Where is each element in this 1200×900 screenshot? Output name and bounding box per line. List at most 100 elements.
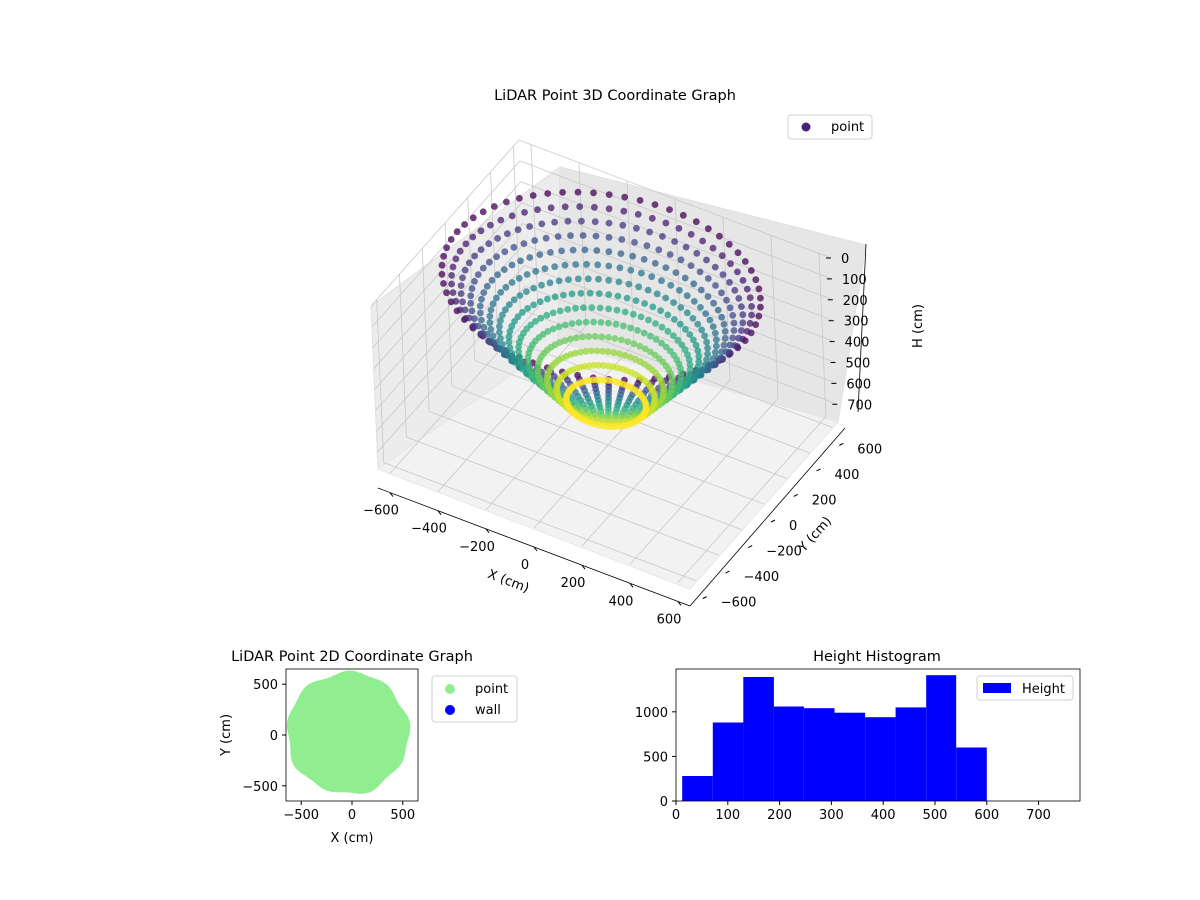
point-3d <box>499 341 506 348</box>
histogram-bar <box>743 677 774 801</box>
point-3d <box>610 349 618 356</box>
point-3d <box>703 338 710 346</box>
point-3d <box>676 286 683 294</box>
point-3d <box>658 323 666 331</box>
point-3d <box>572 261 580 268</box>
point-3d <box>723 296 730 304</box>
point-3d <box>508 279 516 286</box>
histogram-bar <box>712 722 744 801</box>
point-3d <box>629 252 637 260</box>
point-3d <box>694 320 702 328</box>
point-3d <box>651 259 659 267</box>
grid-line-z <box>519 160 833 280</box>
point-3d <box>478 316 485 324</box>
point-3d <box>587 347 595 355</box>
axes-frame-histogram <box>675 668 1081 802</box>
point-3d <box>448 280 455 288</box>
grid-line-y-wall <box>490 171 498 335</box>
x-tick-label-3d: −200 <box>459 540 495 555</box>
point-3d <box>627 266 635 274</box>
point-3d <box>683 292 691 300</box>
point-3d <box>532 267 540 275</box>
legend-label-height: Height <box>1022 682 1065 697</box>
point-3d <box>544 190 552 197</box>
point-3d <box>643 242 651 250</box>
point-3d <box>468 307 476 315</box>
point-3d <box>726 341 734 349</box>
point-3d <box>655 246 663 254</box>
point-3d <box>675 225 683 232</box>
point-3d <box>544 328 552 335</box>
point-3d <box>704 225 712 233</box>
point-3d <box>632 297 640 304</box>
point-3d <box>627 324 634 332</box>
point-3d <box>730 319 738 327</box>
point-3d <box>567 335 574 343</box>
point-3d <box>480 289 488 296</box>
histogram-bar <box>956 747 987 801</box>
histogram-ticks: 0 100 200 300 400 500 600 700 0 500 1000 <box>635 706 1051 823</box>
point-3d <box>746 294 754 302</box>
point-3d <box>591 203 598 211</box>
x-tick-label-2d: 0 <box>348 808 356 823</box>
point-3d <box>471 315 478 322</box>
point-3d <box>560 291 567 299</box>
point-3d <box>538 281 545 289</box>
point-3d <box>572 304 579 312</box>
point-3d <box>514 313 522 321</box>
point-3d <box>621 193 629 201</box>
point-3d <box>590 318 597 326</box>
point-cloud-2d <box>287 670 411 794</box>
point-3d <box>501 248 509 256</box>
legend-3d: point <box>787 114 873 140</box>
y-tick-3d <box>770 519 776 523</box>
y-tick-label-3d: 0 <box>789 519 797 534</box>
point-3d <box>710 299 717 307</box>
point-3d <box>593 247 601 254</box>
point-3d <box>519 309 526 316</box>
point-3d <box>449 263 457 271</box>
point-3d <box>662 343 670 351</box>
x-tick-label-3d: 600 <box>657 612 682 627</box>
point-3d <box>561 337 569 344</box>
point-3d <box>582 318 590 326</box>
point-3d <box>583 260 590 268</box>
x-tick-3d <box>485 528 490 534</box>
point-3d <box>738 303 745 310</box>
point-3d <box>499 311 506 319</box>
point-3d <box>605 248 613 256</box>
y-tick-label-histogram: 0 <box>660 795 668 810</box>
z-tick-label-3d: 300 <box>844 315 869 330</box>
x-tick-label-2d: −500 <box>283 808 319 823</box>
point-3d <box>532 318 539 325</box>
y-tick-3d <box>702 596 707 600</box>
y-axis-line-3d <box>689 427 846 607</box>
point-3d <box>453 228 461 236</box>
point-3d <box>605 334 612 341</box>
point-3d <box>755 312 763 320</box>
y-tick-label-3d: 400 <box>835 468 860 483</box>
histogram-bar <box>926 675 957 801</box>
point-3d <box>725 240 733 248</box>
point-3d <box>605 191 613 199</box>
point-3d <box>508 261 516 269</box>
point-3d <box>613 306 621 314</box>
point-3d <box>564 217 572 225</box>
point-3d <box>561 203 569 211</box>
point-3d <box>479 208 487 216</box>
point-3d <box>647 332 654 340</box>
point-3d <box>590 361 598 369</box>
point-3d <box>712 282 719 289</box>
grid-line-y <box>383 462 696 581</box>
y-tick-label-histogram: 500 <box>643 750 668 765</box>
point-3d <box>551 293 559 301</box>
point-3d <box>616 264 624 272</box>
point-3d <box>469 233 477 241</box>
point-3d <box>541 265 549 273</box>
point-3d <box>757 294 764 302</box>
point-3d <box>672 269 680 276</box>
point-3d <box>605 291 613 298</box>
point-3d <box>452 255 460 263</box>
grid-line-y-wall <box>467 197 476 361</box>
point-3d <box>438 261 446 269</box>
